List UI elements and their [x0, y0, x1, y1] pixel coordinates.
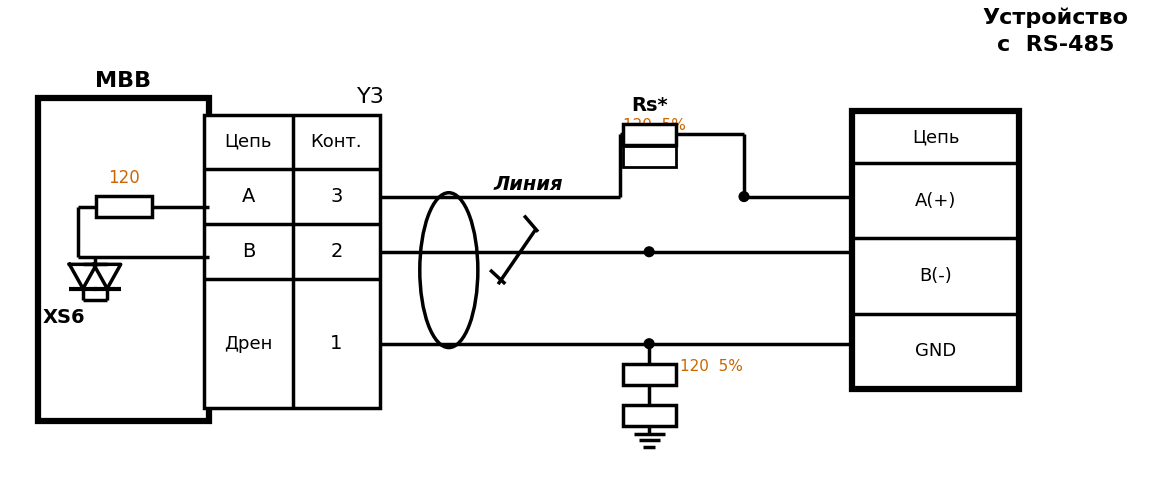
Text: МВВ: МВВ — [95, 70, 151, 90]
Text: Линия: Линия — [493, 174, 564, 194]
Bar — [38, 98, 209, 420]
Bar — [622, 364, 676, 386]
Text: Цепь: Цепь — [912, 128, 959, 146]
Text: 120: 120 — [108, 170, 139, 188]
Bar — [95, 196, 152, 218]
Text: А(+): А(+) — [915, 192, 957, 210]
Text: XS6: XS6 — [43, 308, 85, 327]
Text: 120  5%: 120 5% — [622, 118, 685, 133]
Bar — [622, 124, 676, 145]
Text: Устройство
с  RS-485: Устройство с RS-485 — [982, 8, 1128, 55]
Text: Y3: Y3 — [356, 87, 384, 107]
Text: А: А — [242, 187, 255, 206]
Bar — [622, 146, 676, 167]
Text: Цепь: Цепь — [224, 133, 273, 151]
Text: 2: 2 — [330, 242, 343, 262]
Text: В(-): В(-) — [919, 267, 952, 285]
Text: 3: 3 — [330, 187, 343, 206]
Text: Конт.: Конт. — [310, 133, 362, 151]
Text: 1: 1 — [330, 334, 343, 353]
Circle shape — [644, 339, 654, 348]
Text: GND: GND — [915, 342, 957, 360]
Text: 120  5%: 120 5% — [680, 360, 743, 374]
Bar — [852, 111, 1019, 388]
Bar — [622, 404, 676, 426]
Bar — [204, 115, 381, 408]
Text: Rs*: Rs* — [631, 96, 667, 114]
Circle shape — [739, 192, 749, 202]
Circle shape — [644, 247, 654, 256]
Text: В: В — [242, 242, 255, 262]
Text: Дрен: Дрен — [224, 334, 273, 352]
